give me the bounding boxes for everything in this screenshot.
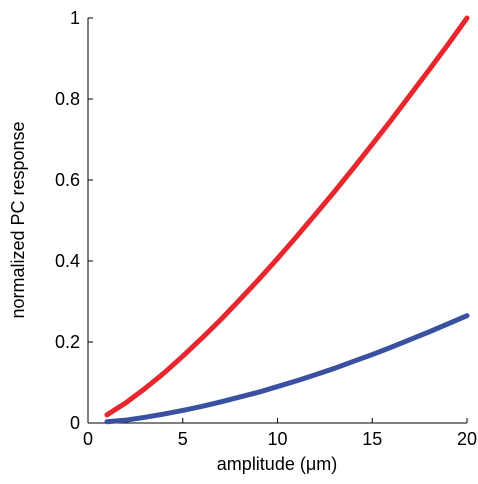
y-tick-label: 0.6	[55, 170, 80, 190]
y-tick-label: 0.8	[55, 89, 80, 109]
y-tick-label: 0.4	[55, 251, 80, 271]
y-tick-label: 0.2	[55, 332, 80, 352]
x-axis-label: amplitude (μm)	[217, 454, 337, 474]
y-tick-label: 1	[70, 8, 80, 28]
line-series	[104, 313, 470, 425]
x-tick-label: 0	[83, 429, 93, 449]
line-series	[104, 15, 470, 418]
y-axis-label: normalized PC response	[8, 121, 28, 318]
x-tick-label: 15	[362, 429, 382, 449]
x-tick-label: 10	[267, 429, 287, 449]
x-tick-label: 20	[457, 429, 477, 449]
x-tick-label: 5	[178, 429, 188, 449]
y-tick-label: 0	[70, 413, 80, 433]
